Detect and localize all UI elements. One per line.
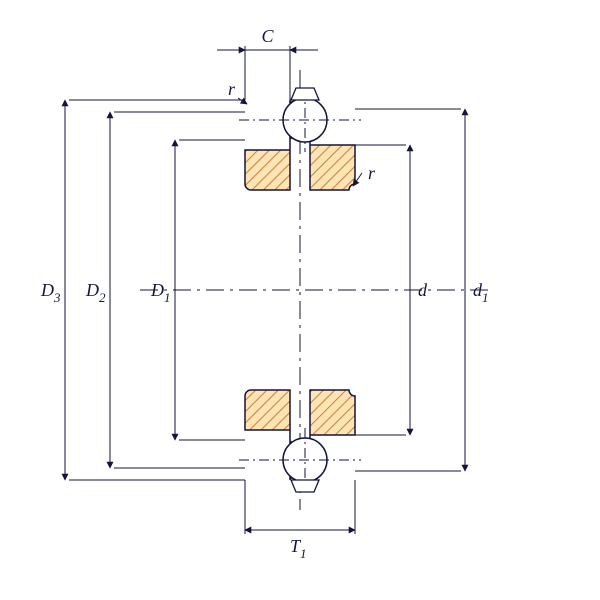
dim-label: d	[418, 280, 428, 300]
dim-label: r	[228, 79, 236, 99]
cage	[291, 88, 319, 100]
cage	[291, 480, 319, 492]
dim-label: r	[368, 163, 376, 183]
dim-label: D3	[40, 280, 61, 305]
dim-label: C	[262, 26, 275, 46]
dim-label: d1	[473, 280, 489, 305]
dim-label: T1	[290, 536, 307, 561]
dim-label: D2	[85, 280, 106, 305]
dim-label: D1	[150, 280, 171, 305]
